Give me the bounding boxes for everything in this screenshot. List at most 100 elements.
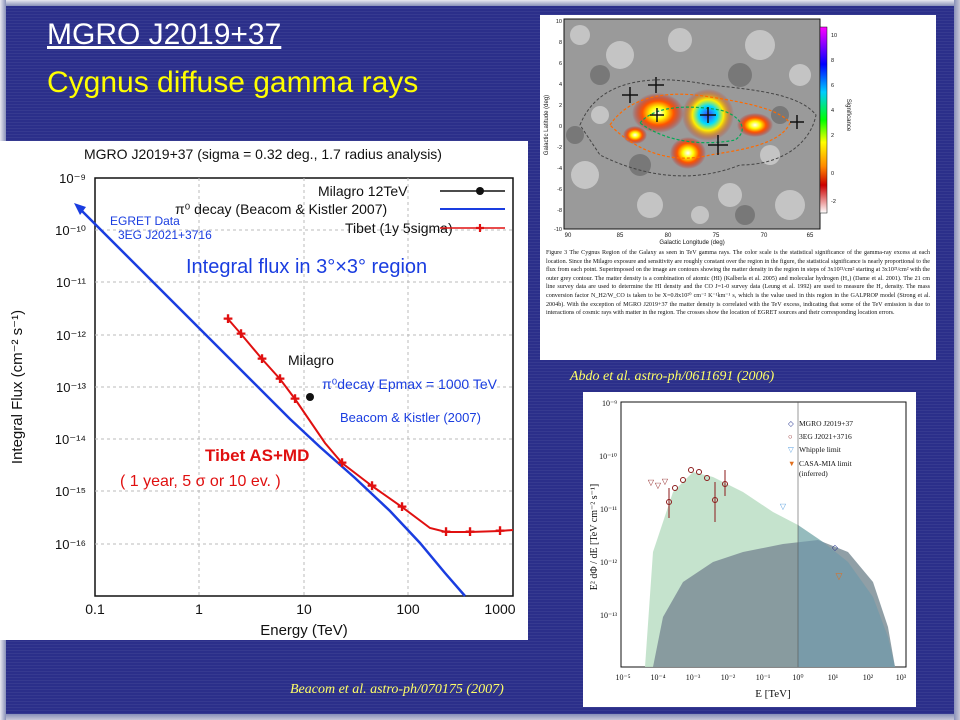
egret-arrow-icon bbox=[74, 203, 86, 215]
svg-text:✚: ✚ bbox=[465, 525, 475, 539]
sed-xtick: 10² bbox=[863, 673, 874, 682]
sed-triangles: ▽ ▽ ▽ bbox=[648, 477, 669, 490]
sed-ytick: 10⁻¹⁰ bbox=[599, 452, 617, 461]
xtick-label: 10 bbox=[296, 601, 312, 617]
sed-ytick: 10⁻¹³ bbox=[600, 611, 618, 620]
map-xtick: 75 bbox=[713, 233, 720, 239]
svg-text:▽: ▽ bbox=[662, 477, 669, 486]
sed-xtick: 10⁻³ bbox=[686, 673, 701, 682]
pi0-decay-curve bbox=[77, 206, 466, 597]
frame-top bbox=[0, 0, 960, 6]
xtick-label: 100 bbox=[396, 601, 420, 617]
map-ytick: 4 bbox=[559, 82, 562, 88]
sky-map-hotspot bbox=[632, 93, 684, 133]
tibet-curve bbox=[227, 318, 514, 533]
slide-subtitle: Cygnus diffuse gamma rays bbox=[47, 66, 419, 99]
matter-contour bbox=[579, 79, 817, 177]
abdo-citation: Abdo et al. astro-ph/0611691 (2006) bbox=[570, 369, 775, 384]
svg-text:✚: ✚ bbox=[223, 312, 233, 326]
map-xtick: 70 bbox=[761, 233, 768, 239]
egret-data-label: EGRET Data bbox=[110, 214, 180, 228]
ytick-label: 10⁻⁹ bbox=[59, 171, 86, 186]
colorbar-tick: 8 bbox=[831, 58, 834, 64]
sky-map-hotspot bbox=[623, 126, 647, 144]
plot-legend: Milagro 12TeV π⁰ decay (Beacom & Kistler… bbox=[175, 183, 505, 236]
plot-header: MGRO J2019+37 (sigma = 0.32 deg., 1.7 ra… bbox=[84, 146, 442, 162]
svg-text:○: ○ bbox=[788, 432, 793, 441]
integral-flux-plot: MGRO J2019+37 (sigma = 0.32 deg., 1.7 ra… bbox=[9, 146, 516, 639]
x-axis-label: Energy (TeV) bbox=[260, 622, 348, 639]
ytick-label: 10⁻¹⁰ bbox=[55, 223, 86, 238]
map-ytick: -6 bbox=[557, 187, 562, 193]
svg-text:✚: ✚ bbox=[495, 524, 505, 538]
colorbar-tick: -2 bbox=[831, 199, 836, 205]
xtick-label: 0.1 bbox=[85, 601, 105, 617]
slide-title: MGRO J2019+37 bbox=[47, 18, 282, 51]
sed-ytick: 10⁻¹¹ bbox=[600, 505, 618, 514]
ytick-label: 10⁻¹⁵ bbox=[55, 484, 86, 499]
map-ytick: 0 bbox=[559, 124, 562, 130]
beacom-kistler-label: Beacom & Kistler (2007) bbox=[340, 410, 481, 425]
map-y-axis-label: Galactic Latitude (deg) bbox=[544, 95, 550, 155]
map-xtick: 90 bbox=[565, 233, 572, 239]
sed-xtick: 10¹ bbox=[828, 673, 839, 682]
frame-bottom bbox=[0, 714, 960, 720]
milagro-point bbox=[306, 393, 314, 401]
casa-mia-marker: ▽ bbox=[836, 571, 843, 581]
legend-milagro-label: Milagro 12TeV bbox=[318, 183, 408, 199]
tibet-asmd-label: Tibet AS+MD bbox=[205, 446, 309, 465]
sed-legend-item: CASA-MIA limit bbox=[799, 459, 853, 468]
sky-map-noise bbox=[570, 25, 811, 224]
whipple-limit-marker: ▽ bbox=[780, 502, 787, 511]
integral-flux-region-label: Integral flux in 3°×3° region bbox=[186, 256, 427, 278]
pi0-epmax-label: π⁰decay Epmax = 1000 TeV bbox=[322, 376, 498, 392]
milagro-label: Milagro bbox=[288, 352, 334, 368]
svg-text:✚: ✚ bbox=[475, 223, 484, 235]
map-xtick: 85 bbox=[617, 233, 624, 239]
sky-map-figure-caption: Figure 3 The Cygnus Region of the Galaxy… bbox=[546, 250, 930, 317]
xtick-label: 1 bbox=[195, 601, 203, 617]
svg-text:▽: ▽ bbox=[648, 478, 655, 487]
svg-text:✚: ✚ bbox=[257, 352, 267, 366]
map-xtick: 80 bbox=[665, 233, 672, 239]
map-ytick: 2 bbox=[559, 103, 562, 109]
svg-text:✚: ✚ bbox=[290, 392, 300, 406]
colorbar-tick: 2 bbox=[831, 133, 834, 139]
sed-legend-item: Whipple limit bbox=[799, 445, 842, 454]
sed-3eg-points bbox=[666, 467, 728, 522]
map-xtick: 65 bbox=[807, 233, 814, 239]
map-ytick: -8 bbox=[557, 208, 562, 214]
svg-text:✚: ✚ bbox=[441, 525, 451, 539]
frame-right bbox=[954, 0, 960, 720]
colorbar-tick: 4 bbox=[831, 108, 834, 114]
sed-plot: ▽ ▽ ▽ ▽ ▽ ◇ ◇ MGRO J2019+37 ○ 3EG J2021+3716… bbox=[589, 399, 907, 700]
map-ytick: -2 bbox=[557, 145, 562, 151]
svg-text:▽: ▽ bbox=[655, 481, 662, 490]
tibet-note-label: ( 1 year, 5 σ or 10 ev. ) bbox=[120, 473, 281, 490]
map-ytick: 6 bbox=[559, 61, 562, 67]
legend-pi0-label: π⁰ decay (Beacom & Kistler 2007) bbox=[175, 201, 387, 217]
sed-panel: ▽ ▽ ▽ ▽ ▽ ◇ ◇ MGRO J2019+37 ○ 3EG J2021+3716… bbox=[583, 392, 916, 707]
egret-source-crosses bbox=[622, 77, 804, 155]
sed-xtick: 10⁻¹ bbox=[756, 673, 771, 682]
ytick-label: 10⁻¹⁴ bbox=[55, 432, 86, 447]
sky-map-panel: 10 8 6 4 2 0 -2 -4 -6 -8 -10 90 85 80 75… bbox=[540, 15, 936, 360]
svg-text:✚: ✚ bbox=[397, 500, 407, 514]
svg-text:◇: ◇ bbox=[788, 419, 795, 428]
svg-text:▼: ▼ bbox=[788, 459, 795, 468]
map-ytick: -10 bbox=[554, 227, 562, 233]
sed-legend-item: (inferred) bbox=[799, 469, 828, 478]
sed-xtick: 10³ bbox=[896, 673, 907, 682]
sed-legend-item: 3EG J2021+3716 bbox=[799, 432, 852, 441]
matter-contour bbox=[639, 106, 743, 144]
significance-colorbar bbox=[819, 26, 828, 214]
matter-contour bbox=[609, 93, 791, 159]
svg-text:▽: ▽ bbox=[788, 445, 795, 454]
sed-xtick: 10⁻² bbox=[721, 673, 736, 682]
beacom-citation: Beacom et al. astro-ph/070175 (2007) bbox=[290, 682, 504, 697]
mgro-point: ◇ bbox=[832, 543, 839, 552]
sed-x-axis-label: E [TeV] bbox=[755, 688, 791, 700]
sky-map-figure: 10 8 6 4 2 0 -2 -4 -6 -8 -10 90 85 80 75… bbox=[544, 18, 851, 246]
sed-blue-region bbox=[798, 525, 895, 667]
egret-source-label: 3EG J2021+3716 bbox=[118, 228, 212, 242]
